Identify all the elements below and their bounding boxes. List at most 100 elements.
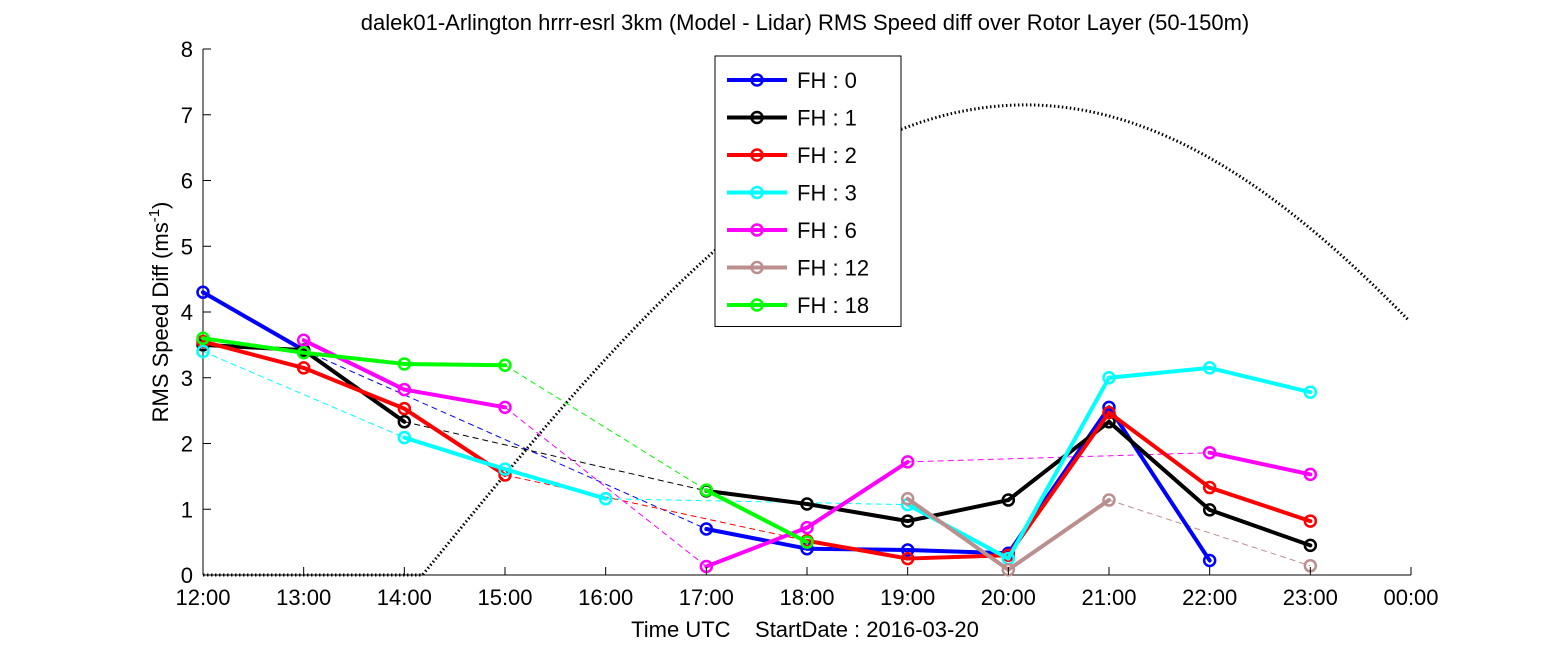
- data-point: [498, 400, 512, 415]
- y-axis-label-main: RMS Speed Diff (ms: [148, 222, 173, 422]
- series-segment: [1207, 365, 1313, 395]
- x-tick-label: 16:00: [578, 585, 633, 610]
- x-tick-label: 15:00: [477, 585, 532, 610]
- y-tick-label: 0: [181, 563, 193, 588]
- data-point: [1102, 493, 1116, 507]
- sun-curve-line: [203, 103, 1411, 577]
- series-segment: [1107, 419, 1212, 512]
- x-tick-label: 18:00: [779, 585, 834, 610]
- series-gap-connector: [202, 350, 405, 439]
- legend-swatch-marker: [750, 148, 764, 162]
- data-point: [498, 358, 512, 373]
- data-point: [1102, 405, 1116, 420]
- data-point: [1001, 493, 1016, 507]
- series-segment: [402, 387, 507, 410]
- series-segment: [301, 348, 407, 424]
- series-gap-connector: [404, 421, 707, 492]
- y-axis-label: RMS Speed Diff (ms-1): [146, 202, 173, 423]
- data-point: [900, 491, 915, 506]
- data-point: [699, 483, 714, 497]
- series-segment: [805, 538, 910, 561]
- series-gap-connector: [303, 349, 707, 530]
- series-fh-3: [196, 344, 1318, 566]
- series-segment: [905, 496, 1011, 572]
- x-tick-label: 22:00: [1182, 585, 1237, 610]
- series-segment: [1207, 450, 1313, 477]
- data-point: [1202, 445, 1217, 460]
- data-point: [397, 430, 412, 445]
- series-segment: [301, 338, 407, 392]
- chart-title: dalek01-Arlington hrrr-esrl 3km (Model -…: [361, 10, 1250, 35]
- series-fh-0: [196, 285, 1217, 568]
- y-tick-label: 5: [181, 234, 193, 259]
- data-point: [296, 333, 311, 348]
- data-point: [1202, 553, 1217, 568]
- data-point: [196, 344, 210, 359]
- x-tick-label: 20:00: [981, 585, 1036, 610]
- legend-entry: FH : 12: [727, 256, 869, 281]
- legend-label: FH : 12: [797, 256, 869, 281]
- legend-swatch-marker: [750, 298, 764, 312]
- legend-entry: FH : 2: [727, 143, 857, 168]
- data-point: [196, 285, 210, 300]
- series-layer: [196, 285, 1318, 577]
- data-point: [900, 543, 915, 557]
- y-tick-label: 2: [181, 432, 193, 457]
- series-segment: [1207, 507, 1313, 548]
- legend-label: FH : 18: [797, 293, 869, 318]
- series-segment: [1006, 375, 1111, 561]
- data-point: [800, 520, 814, 535]
- series-segment: [201, 339, 306, 370]
- x-tick-label: 21:00: [1081, 585, 1136, 610]
- x-tick-label: 17:00: [679, 585, 734, 610]
- data-point: [397, 357, 412, 371]
- series-fh-12: [900, 491, 1318, 577]
- series-segment: [301, 365, 407, 411]
- legend-label: FH : 3: [797, 181, 857, 206]
- x-tick-label: 23:00: [1283, 585, 1338, 610]
- data-point: [397, 382, 412, 397]
- x-tick-label: 13:00: [276, 585, 331, 610]
- series-segment: [905, 502, 1011, 561]
- legend-label: FH : 2: [797, 143, 857, 168]
- y-tick-label: 8: [181, 37, 193, 62]
- data-point: [900, 514, 915, 528]
- series-segment: [905, 548, 1011, 556]
- y-tick-label: 3: [181, 366, 193, 391]
- y-axis-label-tail: ): [148, 202, 173, 209]
- series-segment: [704, 488, 809, 506]
- series-segment: [201, 290, 306, 353]
- legend-swatch-marker: [750, 110, 764, 125]
- data-point: [296, 361, 311, 375]
- legend-entry: FH : 0: [727, 68, 857, 93]
- series-segment: [1107, 365, 1212, 380]
- data-point: [598, 491, 613, 506]
- series-gap-connector: [605, 498, 908, 506]
- legend-swatch-marker: [750, 73, 764, 87]
- legend-label: FH : 1: [797, 106, 857, 131]
- series-segment: [1006, 498, 1111, 572]
- series-gap-connector: [504, 406, 707, 567]
- x-axis-label: Time UTC StartDate : 2016-03-20: [631, 617, 979, 642]
- series-segment: [805, 501, 910, 524]
- x-tick-label: 00:00: [1383, 585, 1438, 610]
- data-point: [699, 522, 714, 536]
- data-point: [900, 455, 915, 469]
- series-segment: [402, 435, 507, 472]
- series-segment: [402, 361, 507, 368]
- tick-labels: 12:00 13:00 14:00 15:00 16:00 17:00 18:00 19:00…: [175, 37, 1438, 610]
- data-point: [1303, 538, 1318, 553]
- series-gap-connector: [1108, 499, 1311, 567]
- x-tick-label: 12:00: [175, 585, 230, 610]
- data-point: [1001, 562, 1016, 577]
- data-point: [1303, 514, 1318, 528]
- x-tick-label: 14:00: [377, 585, 432, 610]
- y-tick-label: 7: [181, 103, 193, 128]
- series-segment: [905, 498, 1011, 524]
- data-point: [1202, 480, 1217, 495]
- legend-entry: FH : 3: [727, 181, 857, 206]
- series-segment: [805, 459, 910, 530]
- legend: FH : 0 FH : 1 FH : 2 FH : 3 FH : 6 FH : 12 FH …: [714, 55, 902, 327]
- legend-swatch-marker: [750, 260, 764, 275]
